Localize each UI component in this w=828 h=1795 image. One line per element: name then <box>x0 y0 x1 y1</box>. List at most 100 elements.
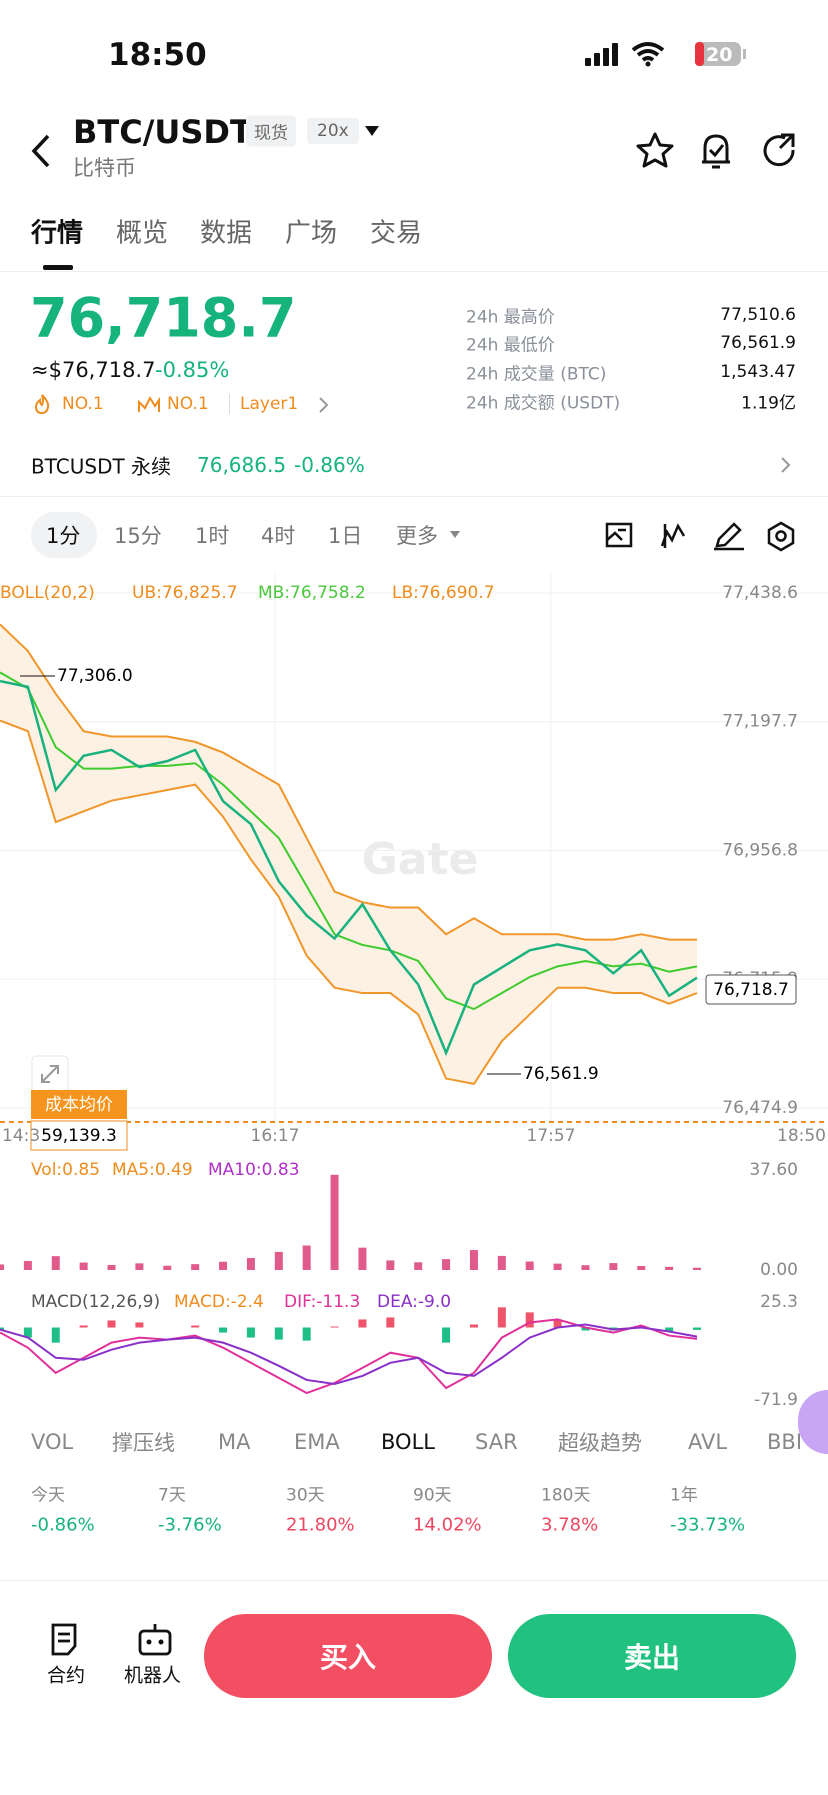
chevron[interactable] <box>318 396 330 414</box>
indicator-tab[interactable]: AVL <box>688 1430 728 1454</box>
indicator-tab[interactable]: SAR <box>475 1430 518 1454</box>
indicator-tab[interactable]: BBI <box>767 1430 803 1454</box>
macd-bar <box>0 1327 4 1331</box>
interval[interactable]: 4时 <box>261 524 296 548</box>
macd-bar <box>693 1327 701 1330</box>
cost-label: 成本均价 <box>45 1095 113 1115</box>
rank-badge[interactable]: NO.1 <box>62 394 104 414</box>
macd-bar <box>219 1327 228 1333</box>
macd-bar <box>330 1326 339 1328</box>
sector-tag[interactable]: Layer1 <box>240 394 299 414</box>
legend-entry: BOLL(20,2) <box>0 583 95 603</box>
macd-bar <box>442 1327 451 1343</box>
y-tick-label: 76,474.9 <box>722 1098 798 1118</box>
buy-button[interactable]: 买入 <box>204 1614 492 1698</box>
return-label: 30天 <box>286 1485 325 1506</box>
interval[interactable]: 1日 <box>328 524 363 548</box>
divider <box>0 496 828 497</box>
legend-entry: DIF:-11.3 <box>284 1292 360 1312</box>
dropdown-arrow[interactable] <box>449 530 461 539</box>
macd-bar <box>191 1325 200 1328</box>
sell-button[interactable]: 卖出 <box>508 1614 796 1698</box>
macd-bar <box>665 1327 674 1332</box>
interval[interactable]: 15分 <box>114 524 162 548</box>
stat-label: 24h 最高价 <box>466 307 555 328</box>
high-label: 77,306.0 <box>57 666 133 686</box>
indicator-tab[interactable]: BOLL <box>381 1430 435 1454</box>
x-tick-label: 14:3 <box>2 1126 40 1146</box>
indicator-tab[interactable]: 超级趋势 <box>558 1431 642 1455</box>
series-line <box>0 623 697 941</box>
interval[interactable]: 1时 <box>195 524 230 548</box>
price-change: -0.85% <box>155 358 230 382</box>
volume-bar <box>246 1258 255 1270</box>
rank-badge[interactable]: NO.1 <box>167 394 209 414</box>
dropdown-arrow[interactable] <box>364 125 380 137</box>
tab[interactable]: 广场 <box>285 218 338 249</box>
status-time: 18:50 <box>108 37 207 73</box>
volume-bar <box>163 1265 172 1270</box>
contract-label[interactable]: 合约 <box>47 1664 86 1687</box>
status-icons <box>585 42 746 67</box>
legend-entry: LB:76,690.7 <box>392 583 495 603</box>
chevron[interactable] <box>780 456 792 474</box>
return-label: 90天 <box>413 1485 452 1506</box>
header-actions[interactable] <box>635 130 805 172</box>
legend-entry: MACD(12,26,9) <box>31 1292 160 1312</box>
indicator-tab[interactable]: EMA <box>294 1430 340 1454</box>
back-button[interactable] <box>30 133 54 169</box>
trend-icon <box>138 395 160 412</box>
return-label: 7天 <box>158 1485 186 1506</box>
tab[interactable]: 行情 <box>31 218 84 249</box>
perp-name[interactable]: BTCUSDT 永续 <box>31 454 172 479</box>
tab[interactable]: 交易 <box>370 218 423 249</box>
indicator-tab[interactable]: 撑压线 <box>112 1431 175 1455</box>
interval[interactable]: 1分 <box>46 524 81 548</box>
legend-entry: MB:76,758.2 <box>258 583 366 603</box>
series-line <box>0 671 698 1011</box>
x-tick-label: 17:57 <box>527 1126 576 1146</box>
macd-bar <box>581 1327 590 1331</box>
volume-bar <box>637 1266 646 1270</box>
return-value: -0.86% <box>31 1514 95 1536</box>
y-tick-label: 37.60 <box>749 1160 798 1180</box>
stat-label: 24h 最低价 <box>466 335 555 356</box>
volume-bar <box>107 1264 116 1270</box>
y-tick-label: 76,956.8 <box>722 840 798 860</box>
volume-bar <box>497 1255 506 1270</box>
series-line <box>0 719 698 1086</box>
interval[interactable]: 更多 <box>396 524 438 548</box>
volume-bar <box>0 1264 4 1270</box>
tab[interactable]: 数据 <box>200 218 253 249</box>
macd-bar <box>274 1327 283 1340</box>
current-price-label: 76,718.7 <box>713 980 789 1000</box>
indicator-tab[interactable]: MA <box>218 1430 251 1454</box>
indicator-tab[interactable]: VOL <box>31 1430 74 1454</box>
stat-label: 24h 成交额 (USDT) <box>466 393 621 414</box>
cost-value: 59,139.3 <box>41 1126 117 1146</box>
y-tick-label: 77,438.6 <box>722 583 798 603</box>
volume-bar <box>581 1265 590 1270</box>
volume-bar <box>609 1263 618 1270</box>
volume-bar <box>79 1262 88 1270</box>
return-value: -3.76% <box>158 1514 222 1536</box>
perp-price: 76,686.5 <box>197 453 287 477</box>
volume-bar <box>302 1245 311 1270</box>
return-value: -33.73% <box>670 1514 746 1536</box>
usd-price: ≈$76,718.7 <box>31 358 156 382</box>
volume-bar <box>665 1266 674 1270</box>
stat-value: 76,561.9 <box>720 333 796 353</box>
volume-bar <box>191 1264 200 1270</box>
y-tick-label: -71.9 <box>754 1390 798 1410</box>
y-tick-label: 77,197.7 <box>722 712 798 732</box>
macd-bar <box>497 1307 506 1328</box>
return-value: 3.78% <box>541 1514 599 1536</box>
macd-bar <box>469 1324 478 1328</box>
tab[interactable]: 概览 <box>116 218 169 249</box>
robot-label[interactable]: 机器人 <box>124 1664 182 1687</box>
indicator-tabs: VOL 撑压线 MA EMA BOLL SAR 超级趋势 AVL BBI <box>0 1420 828 1464</box>
bottom-icons[interactable] <box>48 1622 188 1658</box>
chart-tools[interactable] <box>604 520 804 552</box>
leverage-badge[interactable]: 20x <box>307 118 359 144</box>
